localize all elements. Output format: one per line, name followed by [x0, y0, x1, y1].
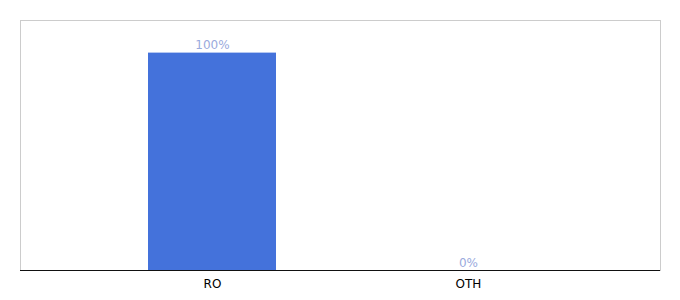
svg-text:RO: RO: [204, 277, 222, 291]
svg-text:100%: 100%: [195, 38, 229, 52]
svg-text:0%: 0%: [459, 256, 478, 270]
svg-text:OTH: OTH: [456, 277, 482, 291]
